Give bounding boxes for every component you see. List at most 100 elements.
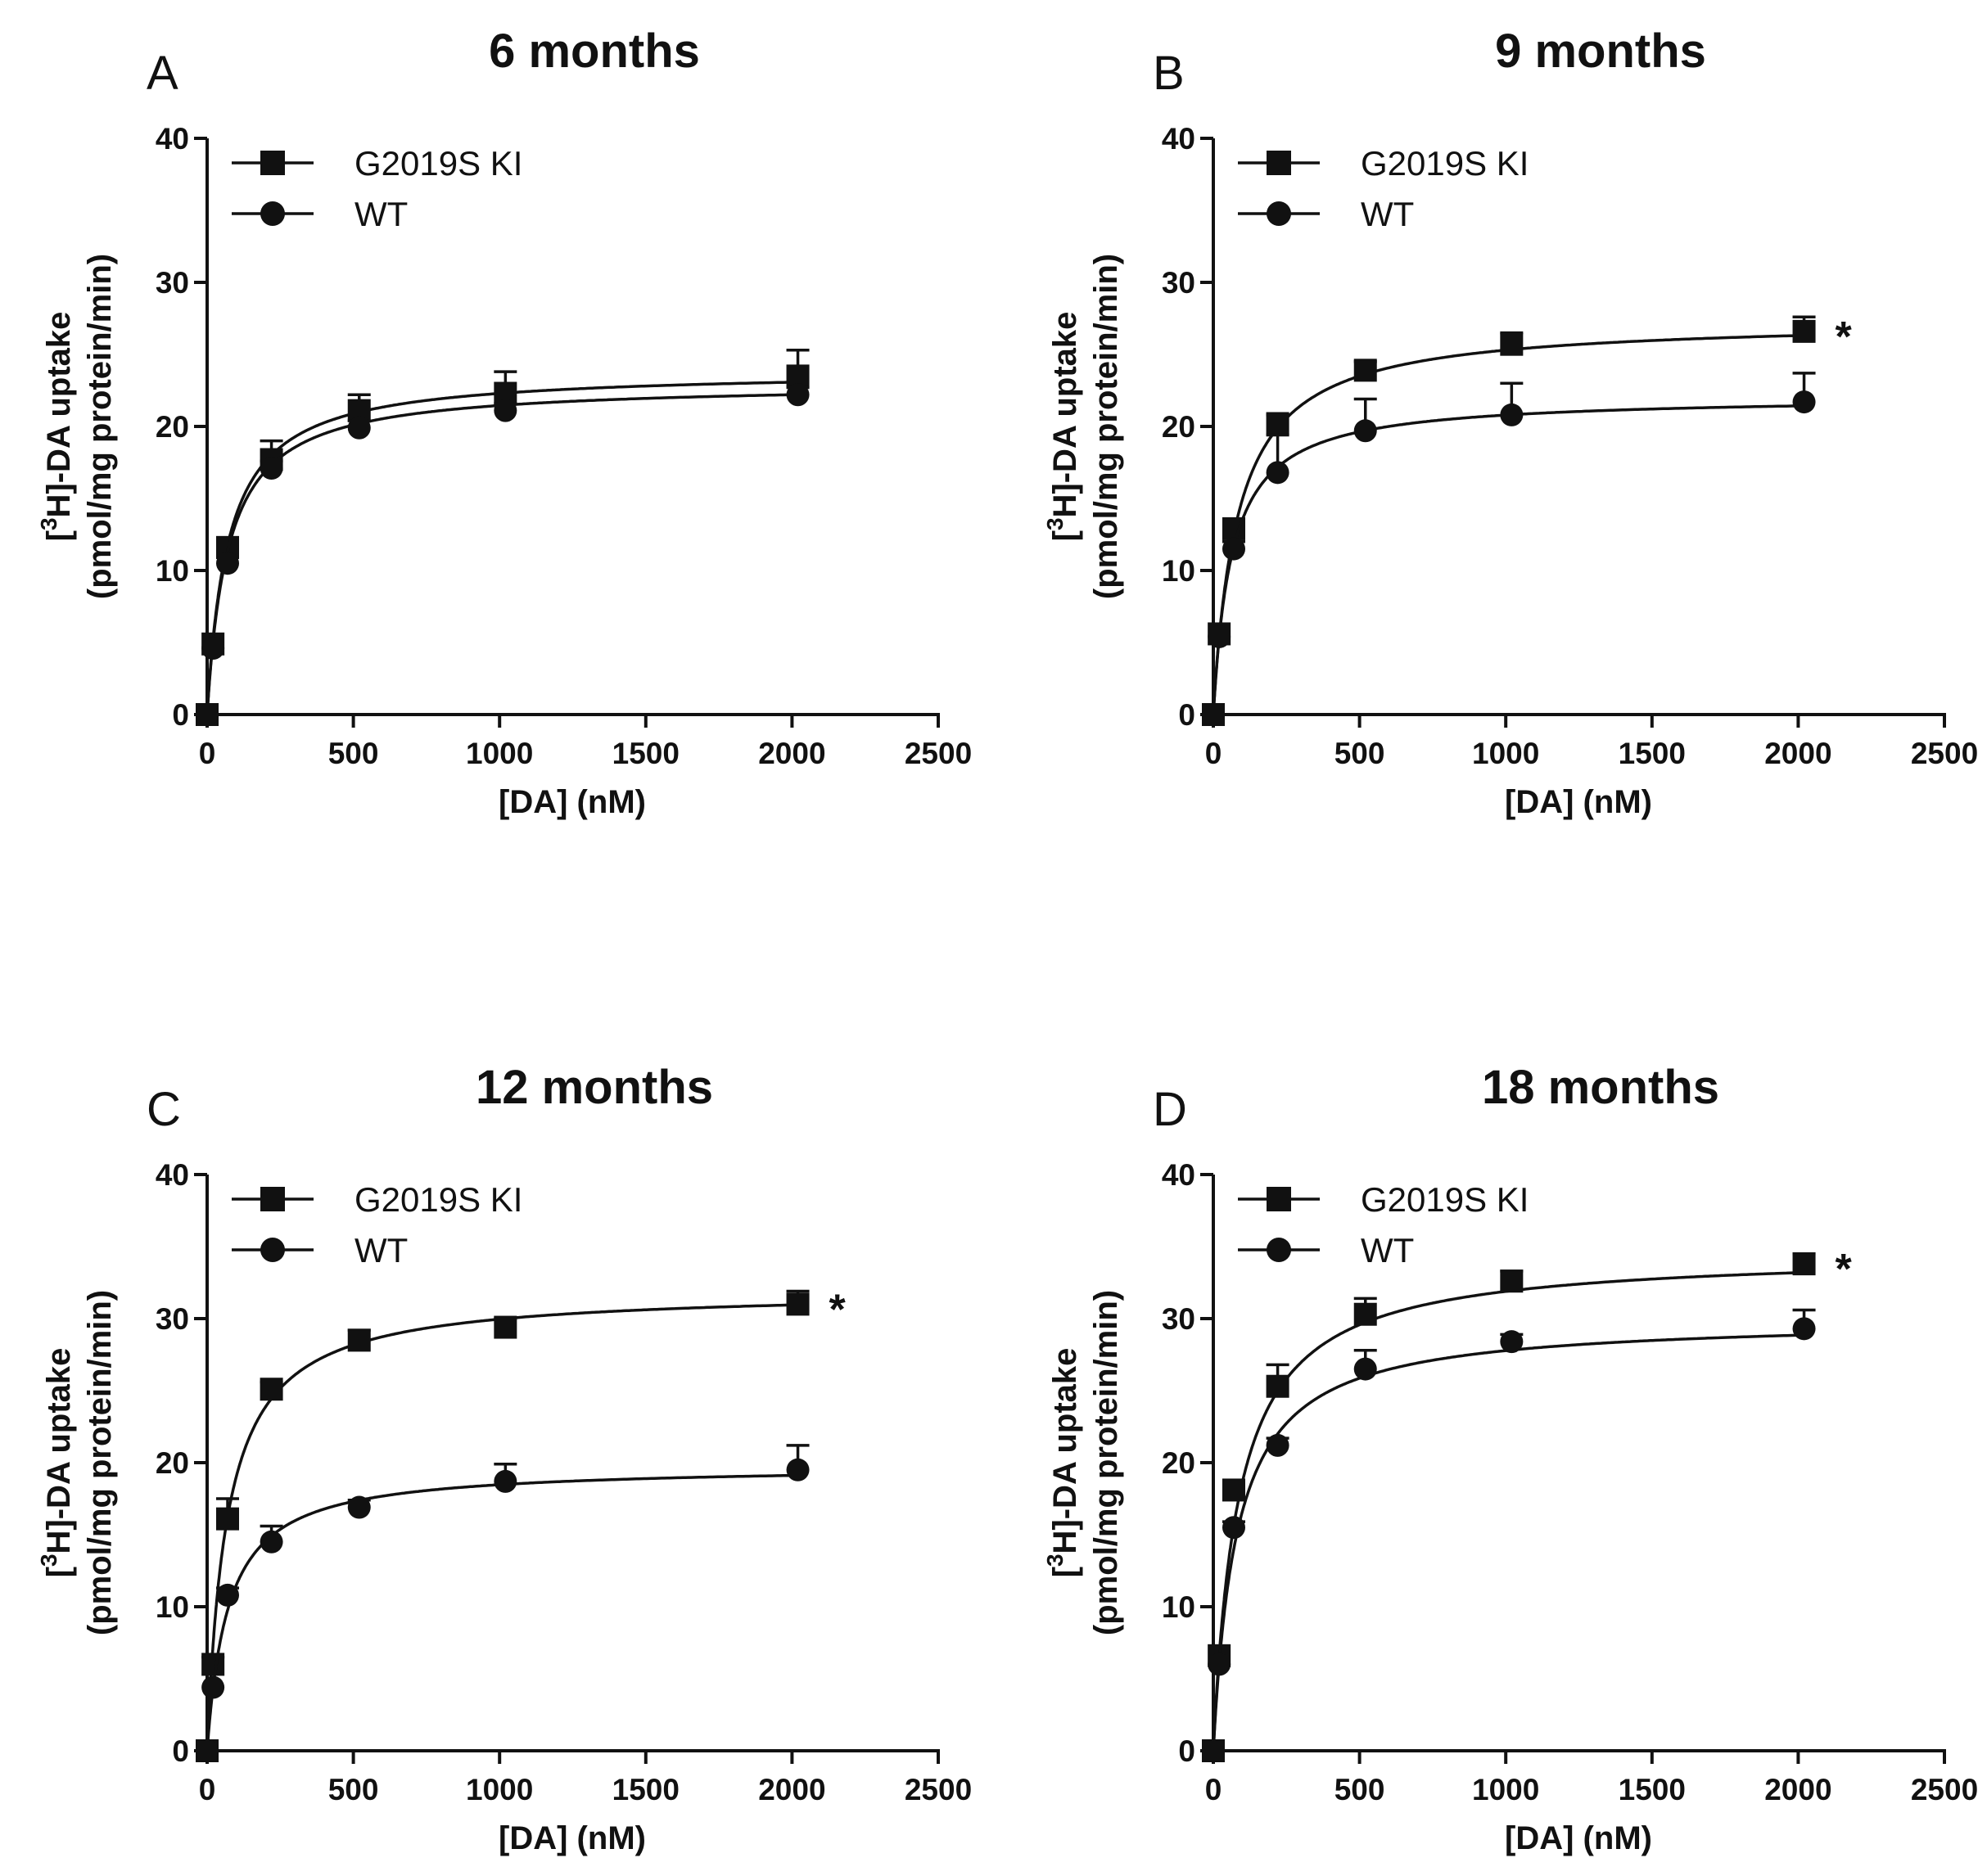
panel-b-series-wt-point xyxy=(1222,537,1246,561)
panel-a-legend: G2019S KI WT xyxy=(232,144,522,233)
panel-c-series-wt-point xyxy=(347,1495,371,1519)
panel-b-y-axis-label-units: (pmol/mg protein/min) xyxy=(1088,254,1124,599)
panel-a-series-wt-point xyxy=(347,416,371,440)
panel-a-series-wt-fit-line xyxy=(205,393,798,715)
panel-c-significance-star: * xyxy=(829,1286,847,1333)
panel-c-series-wt-point xyxy=(494,1469,517,1493)
panel-c-legend-wt-label: WT xyxy=(354,1231,408,1269)
panel-c-x-tick-label: 0 xyxy=(199,1773,216,1806)
panel-a-series-wt-point xyxy=(216,552,240,575)
panel-d-y-axis-label: [3H]-DA uptake xyxy=(1042,1348,1083,1578)
panel-a-x-tick-label: 2000 xyxy=(758,737,825,770)
panel-b-x-tick-label: 0 xyxy=(1205,737,1222,770)
panel-b-x-tick-label: 1000 xyxy=(1472,737,1539,770)
panel-c-series-g2019s-ki-point xyxy=(216,1507,240,1531)
panel-b-x-tick-label: 2500 xyxy=(1911,737,1978,770)
panel-c-series-g2019s-ki-fit-line xyxy=(205,1303,798,1751)
panel-d-title: 18 months xyxy=(1482,1061,1719,1114)
panel-c-x-axis-label: [DA] (nM) xyxy=(499,1820,646,1856)
panel-c-series-wt-point xyxy=(786,1458,810,1481)
panel-a-series-wt xyxy=(196,383,810,726)
panel-b-y-tick-label: 30 xyxy=(1162,266,1195,300)
panel-c-y-tick-label: 10 xyxy=(156,1590,189,1624)
panel-d-series-g2019s-ki-point xyxy=(1266,1374,1289,1398)
panel-d-x-axis-label: [DA] (nM) xyxy=(1505,1820,1652,1856)
panel-c-x-tick-label: 1500 xyxy=(612,1773,680,1806)
panel-a-series-wt-point xyxy=(494,399,517,422)
panel-a-series-g2019s-ki-fit-line xyxy=(205,381,798,715)
panel-a-x-tick-label: 0 xyxy=(199,737,216,770)
panel-d-series-wt-point xyxy=(1500,1330,1524,1354)
panel-c-series-g2019s-ki-point xyxy=(201,1653,225,1676)
panel-d-x-tick-label: 0 xyxy=(1205,1773,1222,1806)
panel-c-series-wt-point xyxy=(196,1739,219,1762)
panel-c-series-wt xyxy=(196,1444,810,1762)
panel-b-series-g2019s-ki-point xyxy=(1792,319,1816,343)
panel-a-legend-wt-marker xyxy=(260,201,285,226)
panel-b-series-wt-point xyxy=(1266,461,1289,485)
panel-a-series-wt-point xyxy=(786,383,810,407)
panel-b-series-g2019s-ki-point xyxy=(1500,332,1524,356)
panel-c-y-axis-label-units: (pmol/mg protein/min) xyxy=(82,1290,118,1635)
panel-c-series-g2019s-ki-point xyxy=(786,1292,810,1316)
panel-d-y-tick-label: 40 xyxy=(1162,1158,1195,1192)
panel-c-letter: C xyxy=(147,1083,181,1136)
panel-d-series-wt-point xyxy=(1353,1357,1377,1381)
panel-b-legend-g2019s-ki-marker xyxy=(1267,151,1291,175)
panel-b-legend: G2019S KI WT xyxy=(1238,144,1529,233)
panel-c-legend-g2019s-ki-label: G2019S KI xyxy=(354,1180,522,1219)
panel-d-series-wt-point xyxy=(1792,1317,1816,1341)
panel-c-series-wt-point xyxy=(201,1675,225,1699)
panel-b-series-wt-point xyxy=(1792,390,1816,414)
panel-d-series-g2019s-ki-point xyxy=(1500,1269,1524,1293)
panel-b-title: 9 months xyxy=(1495,25,1706,78)
panel-c-series-g2019s-ki xyxy=(196,1289,810,1762)
panel-b-series-wt xyxy=(1202,372,1816,726)
panel-a-legend-g2019s-ki-label: G2019S KI xyxy=(354,144,522,183)
panel-b: B 9 months 0 10 20 30 40 0 500 1000 1500 2000 2500 [D… xyxy=(1042,25,1978,820)
panel-b-y-tick-label: 20 xyxy=(1162,410,1195,444)
panel-d-y-tick-label: 0 xyxy=(1178,1734,1195,1768)
panel-d-legend-wt-label: WT xyxy=(1361,1231,1414,1269)
panel-b-x-tick-label: 500 xyxy=(1334,737,1385,770)
panel-c-x-tick-label: 2000 xyxy=(758,1773,825,1806)
panel-a-y-axis-label-units: (pmol/mg protein/min) xyxy=(82,254,118,599)
panel-a-title: 6 months xyxy=(489,25,700,78)
panel-c-series-wt-point xyxy=(260,1530,283,1554)
panel-d-series-wt xyxy=(1202,1308,1816,1762)
panel-b-y-tick-label: 10 xyxy=(1162,554,1195,588)
panel-b-legend-wt-marker xyxy=(1267,201,1291,226)
panel-d-series-wt-point xyxy=(1222,1516,1246,1540)
panel-c: C 12 months 0 10 20 30 40 0 500 1000 1500 2000 2500 [… xyxy=(36,1061,972,1856)
panel-d-series-wt-point xyxy=(1208,1653,1231,1676)
panel-d-y-axis-label-units: (pmol/mg protein/min) xyxy=(1088,1290,1124,1635)
panel-c-y-tick-label: 40 xyxy=(156,1158,189,1192)
panel-b-series-wt-fit-line xyxy=(1212,404,1804,715)
panel-a-y-tick-label: 40 xyxy=(156,122,189,156)
panel-a-x-tick-label: 2500 xyxy=(905,737,972,770)
panel-b-series-g2019s-ki-point xyxy=(1266,412,1289,435)
panel-c-x-tick-label: 2500 xyxy=(905,1773,972,1806)
panel-c-legend-wt-marker xyxy=(260,1238,285,1262)
panel-d-y-tick-label: 20 xyxy=(1162,1446,1195,1480)
panel-b-letter: B xyxy=(1153,47,1185,100)
panel-b-legend-g2019s-ki-label: G2019S KI xyxy=(1361,144,1529,183)
panel-b-series-wt-point xyxy=(1353,419,1377,443)
panel-d-y-tick-label: 10 xyxy=(1162,1590,1195,1624)
panel-a-legend-g2019s-ki-marker xyxy=(260,151,285,175)
panel-a-y-tick-label: 10 xyxy=(156,554,189,588)
panel-b-series-g2019s-ki xyxy=(1202,315,1816,726)
panel-b-y-axis-label: [3H]-DA uptake xyxy=(1042,312,1083,542)
panel-c-series-g2019s-ki-point xyxy=(260,1378,283,1401)
panel-a-y-tick-label: 30 xyxy=(156,266,189,300)
panel-b-x-tick-label: 2000 xyxy=(1764,737,1831,770)
panel-d-y-tick-label: 30 xyxy=(1162,1302,1195,1336)
panel-d-x-tick-label: 2000 xyxy=(1764,1773,1831,1806)
panel-c-legend: G2019S KI WT xyxy=(232,1180,522,1269)
panel-b-series-wt-point xyxy=(1500,403,1524,426)
panel-a-letter: A xyxy=(147,47,178,100)
panel-b-x-axis-label: [DA] (nM) xyxy=(1505,784,1652,820)
panel-d-series-wt-fit-line xyxy=(1212,1333,1804,1751)
panel-d-series-g2019s-ki-point xyxy=(1222,1478,1246,1502)
